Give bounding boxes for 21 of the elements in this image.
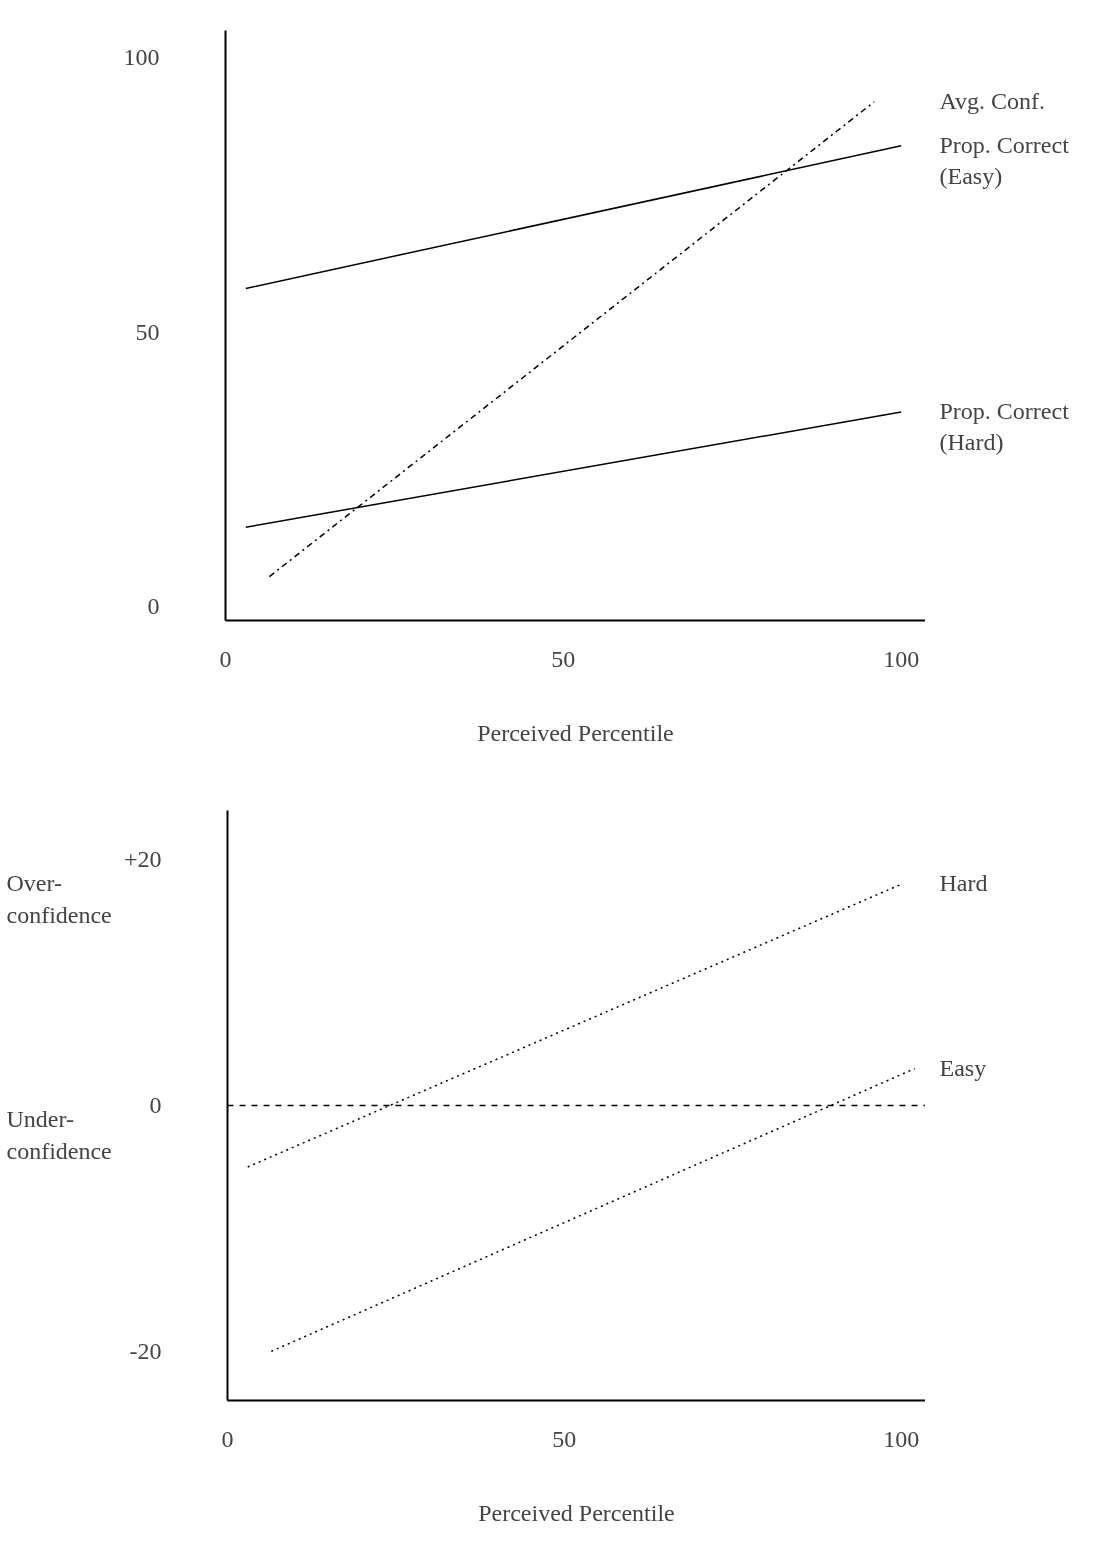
text: Over- confidence (6, 870, 112, 928)
x-tick-label: 50 (551, 645, 576, 672)
x-tick-label: 0 (219, 645, 232, 672)
x-tick-label: 100 (883, 645, 920, 672)
series-label: Hard (939, 870, 988, 897)
y-tick-label: 50 (135, 318, 160, 345)
x-tick-label: 50 (552, 1425, 577, 1452)
y-tick-label: 0 (149, 1092, 162, 1118)
y-tick-label: 100 (123, 44, 160, 71)
x-tick-label: 100 (883, 1425, 920, 1452)
y-tick-label: -20 (129, 1337, 162, 1364)
x-tick-label: 0 (221, 1425, 234, 1452)
text: Avg. Conf. (939, 87, 1046, 114)
series-label: Easy (939, 1054, 987, 1081)
text: Under- confidence (6, 1106, 112, 1164)
y-tick-label: +20 (123, 846, 162, 873)
x-axis-title: Perceived Percentile (477, 719, 674, 746)
x-axis-title: Perceived Percentile (478, 1499, 675, 1526)
y-tick-label: 0 (147, 593, 160, 620)
series-label: Prop. Correct (Easy) (939, 131, 1070, 189)
series-label: Prop. Correct (Hard) (939, 397, 1070, 456)
